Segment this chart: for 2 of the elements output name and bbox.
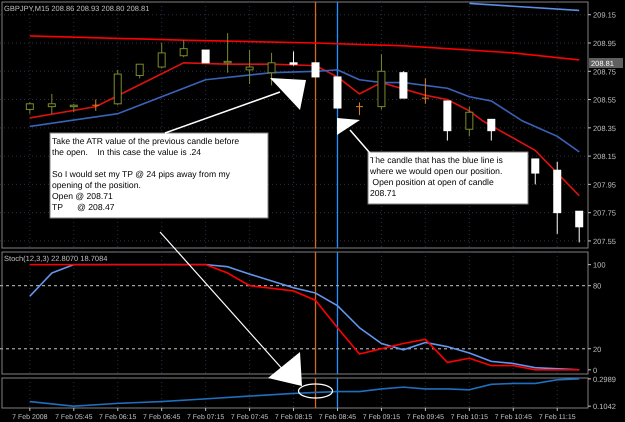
text: Take the ATR value of the previous candle before the open. In this case the value is .24 So I would set my TP @ 24 pips away from my opening of the position. Open @ 208.71 TP @ 208.47	[52, 136, 240, 212]
annotation: The candle that has the blue line is where we would open our position. Open position at open of candle 208.71	[369, 155, 503, 198]
